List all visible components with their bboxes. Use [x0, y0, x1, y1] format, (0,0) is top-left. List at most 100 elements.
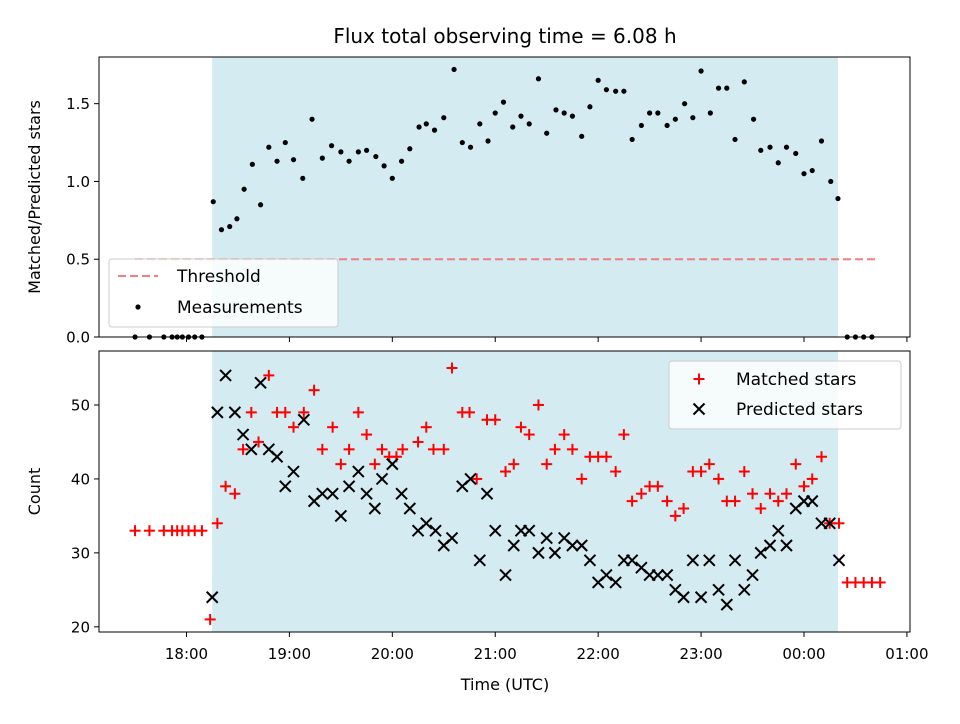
measurement-point	[621, 88, 627, 94]
matched-star-point	[489, 414, 501, 426]
measurement-point	[257, 202, 264, 208]
predicted-star-point	[677, 591, 690, 604]
predicted-star-point	[228, 406, 242, 419]
measurement-point	[664, 122, 670, 129]
y-tick-label: 1.5	[66, 95, 90, 113]
matched-star-point	[833, 517, 845, 529]
measurement-point	[561, 110, 567, 116]
measurement-point	[595, 77, 601, 83]
predicted-star-point	[575, 539, 588, 552]
figure-title: Flux total observing time = 6.08 h	[333, 24, 676, 48]
matched-star-point	[798, 480, 810, 492]
x-tick-label: 23:00	[679, 645, 722, 663]
bottom-plot-frame	[98, 350, 911, 633]
predicted-star-point	[352, 465, 365, 478]
legend-matched-swatch	[693, 373, 705, 385]
measurement-point	[783, 144, 790, 150]
matched-star-point	[764, 488, 776, 500]
measurement-point	[741, 79, 747, 85]
measurement-point	[373, 153, 379, 160]
measurement-point	[249, 161, 255, 167]
matched-star-point	[253, 436, 265, 448]
measurement-point	[282, 139, 288, 146]
measurement-point	[300, 175, 306, 181]
matched-star-point	[508, 458, 520, 470]
predicted-star-point	[360, 487, 373, 500]
predicted-star-point	[625, 554, 639, 567]
predicted-star-point	[403, 502, 417, 515]
matched-star-point	[427, 443, 439, 455]
predicted-star-point	[600, 568, 613, 582]
predicted-star-point	[532, 546, 545, 560]
measurement-point	[579, 133, 585, 139]
measurement-point	[724, 85, 730, 91]
measurement-point	[290, 157, 297, 163]
measurement-point	[647, 110, 653, 116]
measurement-point	[210, 199, 216, 205]
matched-star-point	[211, 517, 223, 529]
measurement-point	[477, 121, 483, 127]
measurement-point	[492, 110, 498, 116]
measurement-point	[698, 68, 704, 74]
matched-star-point	[361, 429, 373, 441]
matched-star-point	[772, 495, 784, 507]
predicted-star-point	[507, 539, 520, 552]
measurement-point	[793, 150, 799, 157]
legend-label: Matched stars	[736, 370, 856, 390]
y-tick-label: 0.0	[66, 329, 90, 347]
measurement-point	[553, 107, 559, 113]
matched-star-point	[703, 458, 715, 470]
predicted-star-point	[386, 457, 399, 471]
matched-star-point	[343, 443, 355, 455]
predicted-star-point	[342, 480, 356, 493]
predicted-star-point	[720, 598, 734, 611]
measurement-point	[629, 136, 635, 143]
bottom-y-axis: 20 30 40 50	[71, 396, 99, 636]
measurement-point	[835, 195, 841, 202]
top-plot-frame	[98, 56, 911, 338]
matched-star-point	[438, 443, 450, 455]
bottom-y-axis-label: Count	[25, 468, 44, 516]
matched-star-point	[308, 384, 320, 396]
predicted-star-point	[236, 428, 250, 441]
measurement-point	[266, 144, 272, 150]
predicted-star-point	[211, 406, 224, 419]
matched-star-point	[549, 443, 561, 455]
predicted-star-point	[651, 568, 665, 582]
top-x-ticks	[185, 337, 908, 342]
measurement-point	[613, 88, 619, 94]
measurement-point	[544, 130, 550, 136]
predicted-star-point	[326, 487, 339, 500]
y-tick-label: 0.5	[66, 251, 90, 269]
matched-star-point	[143, 525, 155, 537]
matched-star-point	[376, 443, 388, 455]
predicted-star-point	[772, 524, 785, 537]
predicted-star-point	[694, 591, 708, 604]
x-tick-label: 00:00	[782, 645, 825, 663]
matched-star-point	[661, 495, 673, 507]
predicted-star-point	[334, 509, 348, 523]
legend-measurement-swatch	[135, 304, 141, 310]
matched-star-point	[237, 443, 249, 455]
matched-star-point	[678, 503, 690, 515]
matched-star-point	[652, 480, 664, 492]
matched-star-point	[204, 613, 216, 625]
matched-star-point	[412, 436, 424, 448]
measurement-point	[707, 110, 713, 116]
measurement-point	[309, 116, 315, 122]
measurement-point	[587, 104, 593, 110]
matched-star-point	[566, 443, 578, 455]
predicted-star-point	[583, 554, 597, 567]
measurement-point	[363, 147, 370, 153]
predicted-star-point	[738, 583, 751, 597]
matched-star-point	[713, 473, 725, 485]
predicted-star-point	[522, 524, 536, 537]
measurement-point	[690, 115, 696, 121]
measurement-point	[500, 99, 507, 105]
measurement-point	[535, 76, 542, 82]
measurement-point	[431, 127, 438, 133]
measurement-point	[485, 138, 491, 144]
matched-star-point	[635, 488, 647, 500]
matched-star-point	[780, 488, 792, 500]
